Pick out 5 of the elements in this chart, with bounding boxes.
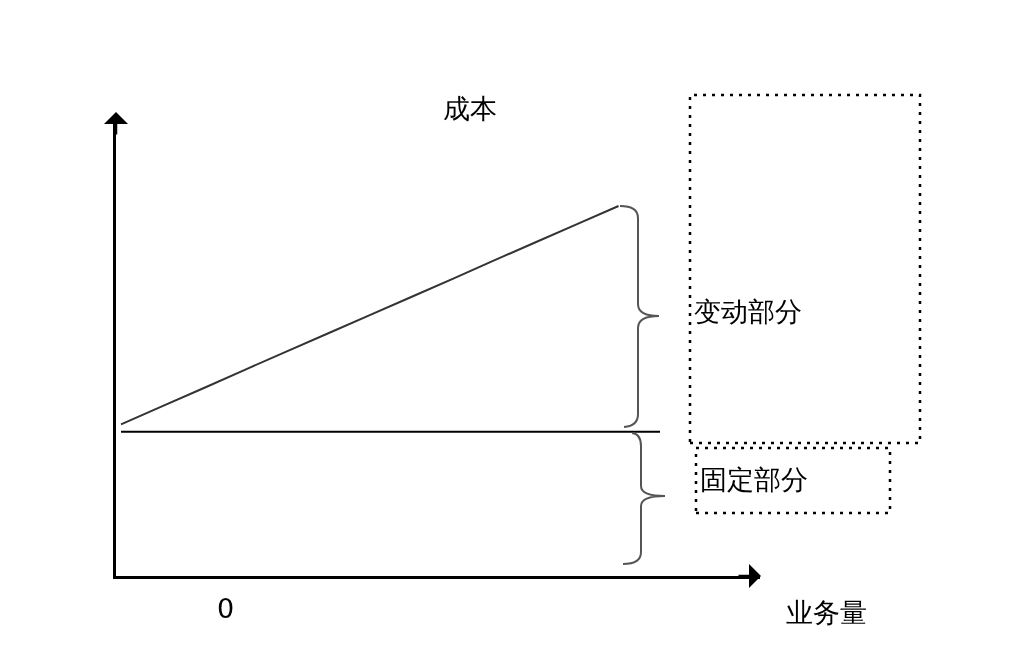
text: 变动部分 — [694, 296, 802, 327]
x-axis-title: 业务量 — [786, 597, 867, 628]
text: 0 — [217, 593, 235, 624]
y-axis-title: 成本 — [443, 93, 497, 124]
text: 固定部分 — [700, 464, 808, 495]
